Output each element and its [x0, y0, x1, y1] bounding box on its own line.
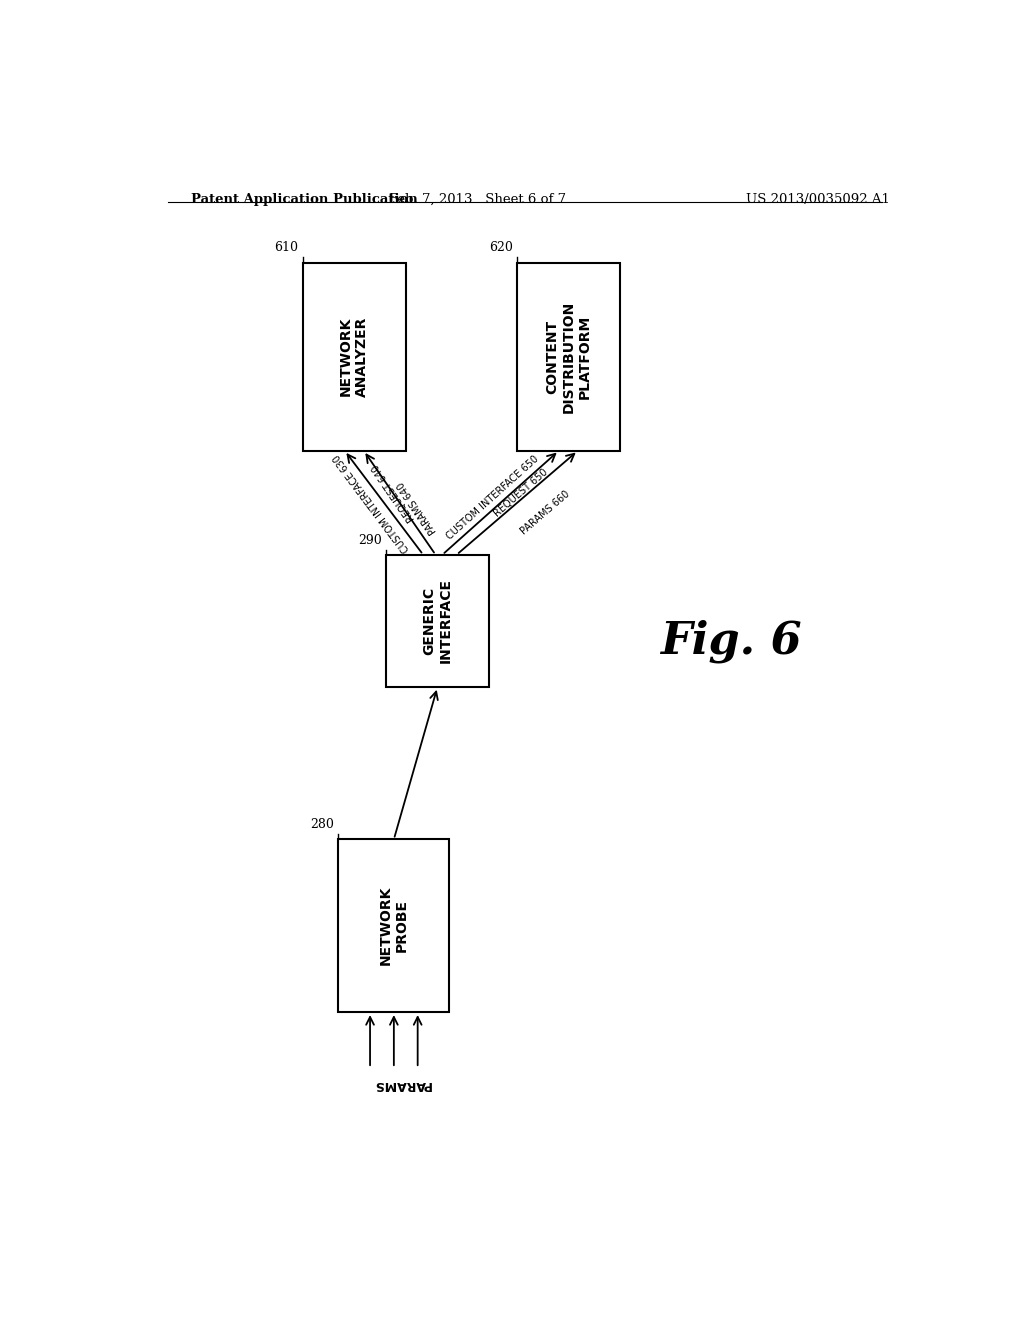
Text: CUSTOM INTERFACE 650: CUSTOM INTERFACE 650 — [444, 454, 541, 541]
Text: 280: 280 — [310, 818, 334, 832]
Bar — [338, 840, 450, 1012]
Text: 290: 290 — [358, 533, 382, 546]
Text: US 2013/0035092 A1: US 2013/0035092 A1 — [745, 193, 890, 206]
Text: Fig. 6: Fig. 6 — [660, 619, 802, 663]
Text: PARAMS 660: PARAMS 660 — [518, 490, 571, 537]
Text: 620: 620 — [489, 242, 513, 255]
Text: NETWORK
PROBE: NETWORK PROBE — [379, 886, 409, 965]
Text: 610: 610 — [274, 242, 299, 255]
Text: PARAMS 640: PARAMS 640 — [395, 479, 438, 536]
Text: CONTENT
DISTRIBUTION
PLATFORM: CONTENT DISTRIBUTION PLATFORM — [545, 301, 592, 413]
Bar — [386, 554, 489, 686]
Text: GENERIC
INTERFACE: GENERIC INTERFACE — [423, 578, 453, 664]
Text: PARAMS: PARAMS — [373, 1078, 431, 1092]
Bar — [517, 263, 621, 450]
Text: CUSTOM INTERFACE 630: CUSTOM INTERFACE 630 — [332, 451, 412, 553]
Text: Feb. 7, 2013   Sheet 6 of 7: Feb. 7, 2013 Sheet 6 of 7 — [389, 193, 565, 206]
Text: NETWORK
ANALYZER: NETWORK ANALYZER — [339, 317, 370, 397]
Bar — [303, 263, 406, 450]
Text: REQUEST 650: REQUEST 650 — [493, 467, 550, 519]
Text: Patent Application Publication: Patent Application Publication — [191, 193, 418, 206]
Text: REQUEST 640: REQUEST 640 — [370, 462, 417, 523]
